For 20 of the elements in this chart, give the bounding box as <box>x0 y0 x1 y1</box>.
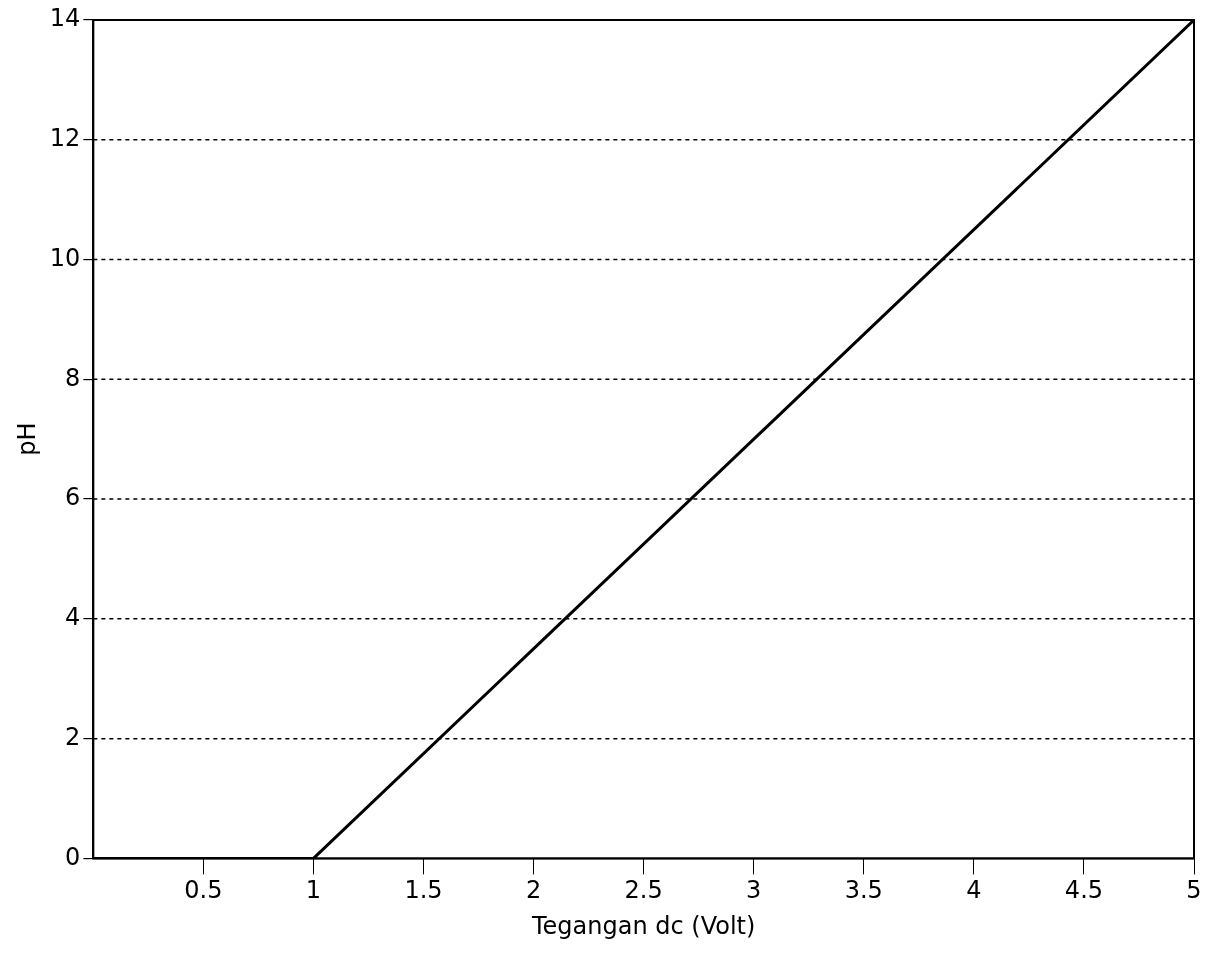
y-axis-title: pH <box>12 422 41 456</box>
x-tick-label: 5 <box>1186 876 1202 905</box>
x-tick-label: 0.5 <box>184 876 223 905</box>
y-tick-label: 4 <box>65 603 81 632</box>
y-tick-label: 10 <box>49 243 81 272</box>
x-tick-label: 3 <box>746 876 762 905</box>
x-tick-label: 1 <box>305 876 322 905</box>
y-tick-label: 8 <box>65 363 81 392</box>
x-tick-label: 2 <box>525 876 542 905</box>
x-axis-title: Tegangan dc (Volt) <box>530 911 756 940</box>
x-tick-label: 1.5 <box>404 876 443 905</box>
x-tick-label: 3.5 <box>844 876 883 905</box>
x-tick-label: 2.5 <box>624 876 663 905</box>
x-tick-label: 4 <box>966 876 982 905</box>
y-tick-label: 12 <box>49 124 81 153</box>
y-tick-label: 2 <box>65 722 81 751</box>
y-tick-label: 0 <box>65 842 81 871</box>
y-tick-label: 6 <box>65 483 81 512</box>
x-tick-label: 4.5 <box>1064 876 1104 905</box>
y-tick-label: 14 <box>49 4 81 33</box>
